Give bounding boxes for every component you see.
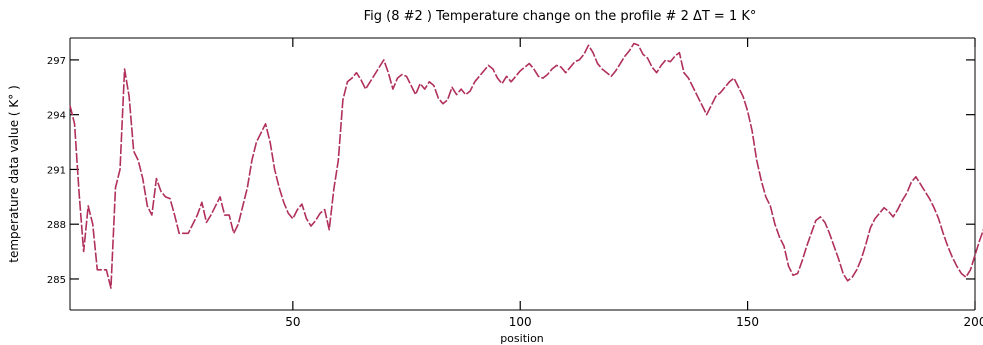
plot-frame [69,37,976,311]
y-axis-label: temperature data value ( K° ) [7,85,21,263]
y-tick-label: 294 [47,111,66,122]
y-tick-label: 297 [47,56,66,67]
temperature-series-line [69,42,983,289]
x-axis-label: position [500,332,544,345]
x-tick-label: 50 [285,315,300,329]
x-tick-label: 200 [964,315,983,329]
y-tick-label: 288 [47,220,66,231]
x-tick-label: 150 [736,315,759,329]
x-tick-label: 100 [509,315,532,329]
y-tick-label: 285 [47,275,66,286]
y-tick-label: 291 [47,165,66,176]
chart-title: Fig (8 #2 ) Temperature change on the pr… [364,9,757,24]
x-axis-ticks: 50 100 150 200 [285,38,983,329]
y-axis-ticks: 285 288 291 294 297 [47,56,975,286]
